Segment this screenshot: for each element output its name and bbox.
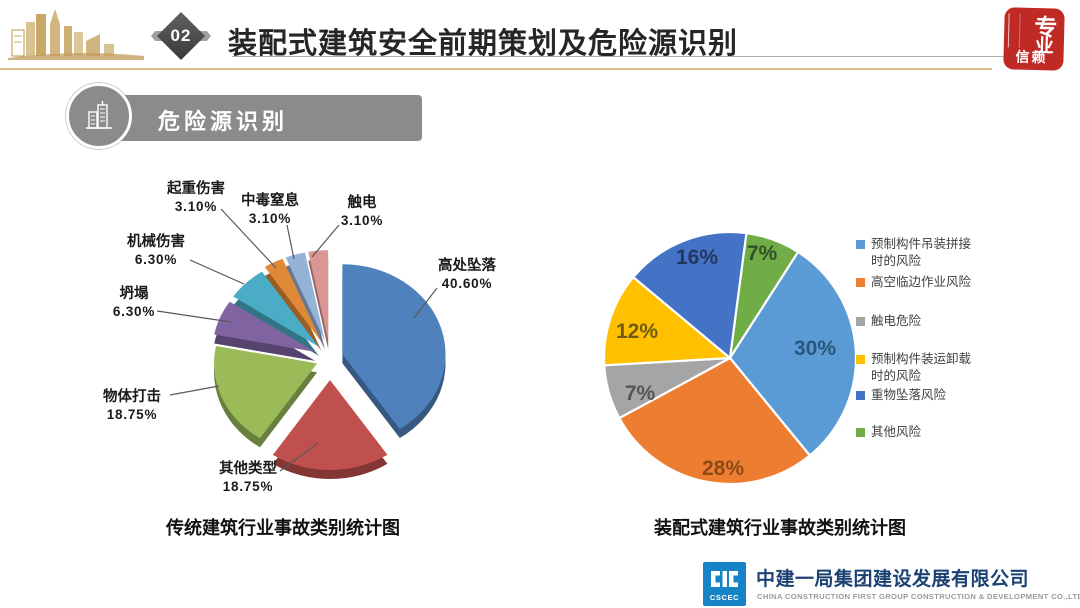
pie-chart-prefab: 7% 30% 28% 7% 12% 16% [602, 230, 858, 486]
legend-label: 预制构件吊装拼接 时的风险 [871, 237, 972, 268]
legend-label: 重物坠落风险 [871, 388, 947, 402]
leader-line [286, 224, 295, 260]
slice-value: 18.75% [107, 407, 158, 422]
legend-label: 高空临边作业风险 [871, 275, 972, 289]
leader-line [169, 385, 220, 396]
slice-label: 物体打击 [103, 387, 161, 405]
slice-percent-label: 7% [625, 382, 656, 405]
legend-swatch [856, 317, 865, 326]
slice-value: 6.30% [135, 252, 177, 267]
pie-chart-traditional: 高处坠落 40.60% 其他类型 18.75% 物体打击 18.75% 坍塌 6.30% 机械伤… [103, 179, 496, 494]
slice-value: 18.75% [223, 479, 274, 494]
legend-label: 预制构件装运卸载 时的风险 [871, 352, 972, 383]
pie-slice [632, 230, 748, 360]
pie-slice [214, 301, 316, 352]
page-title: 装配式建筑安全前期策划及危险源识别 [228, 28, 739, 60]
pie-slice [618, 356, 811, 486]
slice-percent-label: 7% [747, 242, 778, 265]
pie-slice [308, 250, 329, 341]
legend-item: 触电危险 [856, 313, 1020, 330]
slice-label: 触电 [348, 193, 377, 211]
slice-percent-label: 28% [702, 457, 744, 480]
pie-slice [272, 380, 388, 471]
slice-value: 6.30% [113, 304, 155, 319]
gold-divider [0, 68, 992, 70]
legend-item: 其他风险 [856, 424, 1020, 441]
pie-slice [233, 271, 319, 347]
leader-line [189, 259, 245, 285]
slice-percent-label: 16% [676, 246, 718, 269]
section-banner-badge [66, 83, 132, 149]
slice-percent-label: 30% [794, 337, 836, 360]
slice-label: 起重伤害 [166, 179, 225, 197]
pie-slice [214, 346, 318, 439]
slice-label: 中毒窒息 [241, 191, 299, 209]
legend-item: 重物坠落风险 [856, 387, 1020, 404]
leader-line [220, 208, 277, 269]
slice-label: 其他类型 [219, 459, 277, 477]
pie-slice-side [285, 261, 325, 350]
title-underline [232, 56, 1004, 57]
slice-label: 坍塌 [120, 285, 149, 302]
building-icon [86, 101, 112, 129]
seal-stamp: 专 业 信赖 [1003, 7, 1065, 71]
legend-label: 触电危险 [871, 314, 922, 328]
slice-value: 40.60% [442, 276, 493, 291]
seal-word: 信赖 [1015, 48, 1048, 66]
cscec-logo-mark: CSCEC [710, 571, 739, 602]
legend-item: 预制构件吊装拼接 时的风险 [856, 236, 1020, 270]
leader-line [311, 224, 340, 258]
legend-swatch [856, 278, 865, 287]
section-number-diamond: 02 [156, 11, 206, 61]
slice-value: 3.10% [249, 211, 291, 226]
company-name: 中建一局集团建设发展有限公司 [756, 569, 1030, 590]
legend-item: 预制构件装运卸载 时的风险 [856, 351, 1020, 385]
slice-label: 机械伤害 [127, 232, 185, 250]
section-banner-label: 危险源识别 [158, 109, 289, 134]
leader-line [156, 310, 232, 323]
leader-line [279, 442, 319, 472]
pie-slice [342, 264, 446, 429]
legend-swatch [856, 391, 865, 400]
pie-slice-side [264, 267, 322, 352]
section-number: 02 [170, 26, 192, 45]
company-name-en: CHINA CONSTRUCTION FIRST GROUP CONSTRUCT… [757, 592, 1080, 601]
leader-line [413, 287, 438, 319]
slice-percent-label: 12% [616, 320, 658, 343]
pie-slice [728, 250, 858, 457]
section-banner [114, 95, 422, 141]
left-chart-caption: 传统建筑行业事故类别统计图 [166, 518, 400, 538]
pie-slice [285, 252, 325, 341]
legend-swatch [856, 355, 865, 364]
legend-item: 高空临边作业风险 [856, 274, 1020, 291]
legend-label: 其他风险 [871, 425, 922, 439]
slice-label: 高处坠落 [438, 256, 496, 274]
pie-legend: 预制构件吊装拼接 时的风险 高空临边作业风险 触电危险 预制构件装运卸载 时的风… [856, 236, 1020, 441]
seal-side-column [1007, 13, 1021, 48]
city-skyline-graphic [8, 9, 144, 60]
pie-slice [264, 258, 322, 343]
legend-swatch [856, 240, 865, 249]
svg-text:CSCEC: CSCEC [710, 593, 739, 602]
legend-swatch [856, 428, 865, 437]
right-chart-caption: 装配式建筑行业事故类别统计图 [654, 518, 906, 538]
cscec-logo: CSCEC [703, 562, 746, 606]
slice-value: 3.10% [175, 199, 217, 214]
slice-value: 3.10% [341, 213, 383, 228]
pie-slice [602, 276, 732, 367]
